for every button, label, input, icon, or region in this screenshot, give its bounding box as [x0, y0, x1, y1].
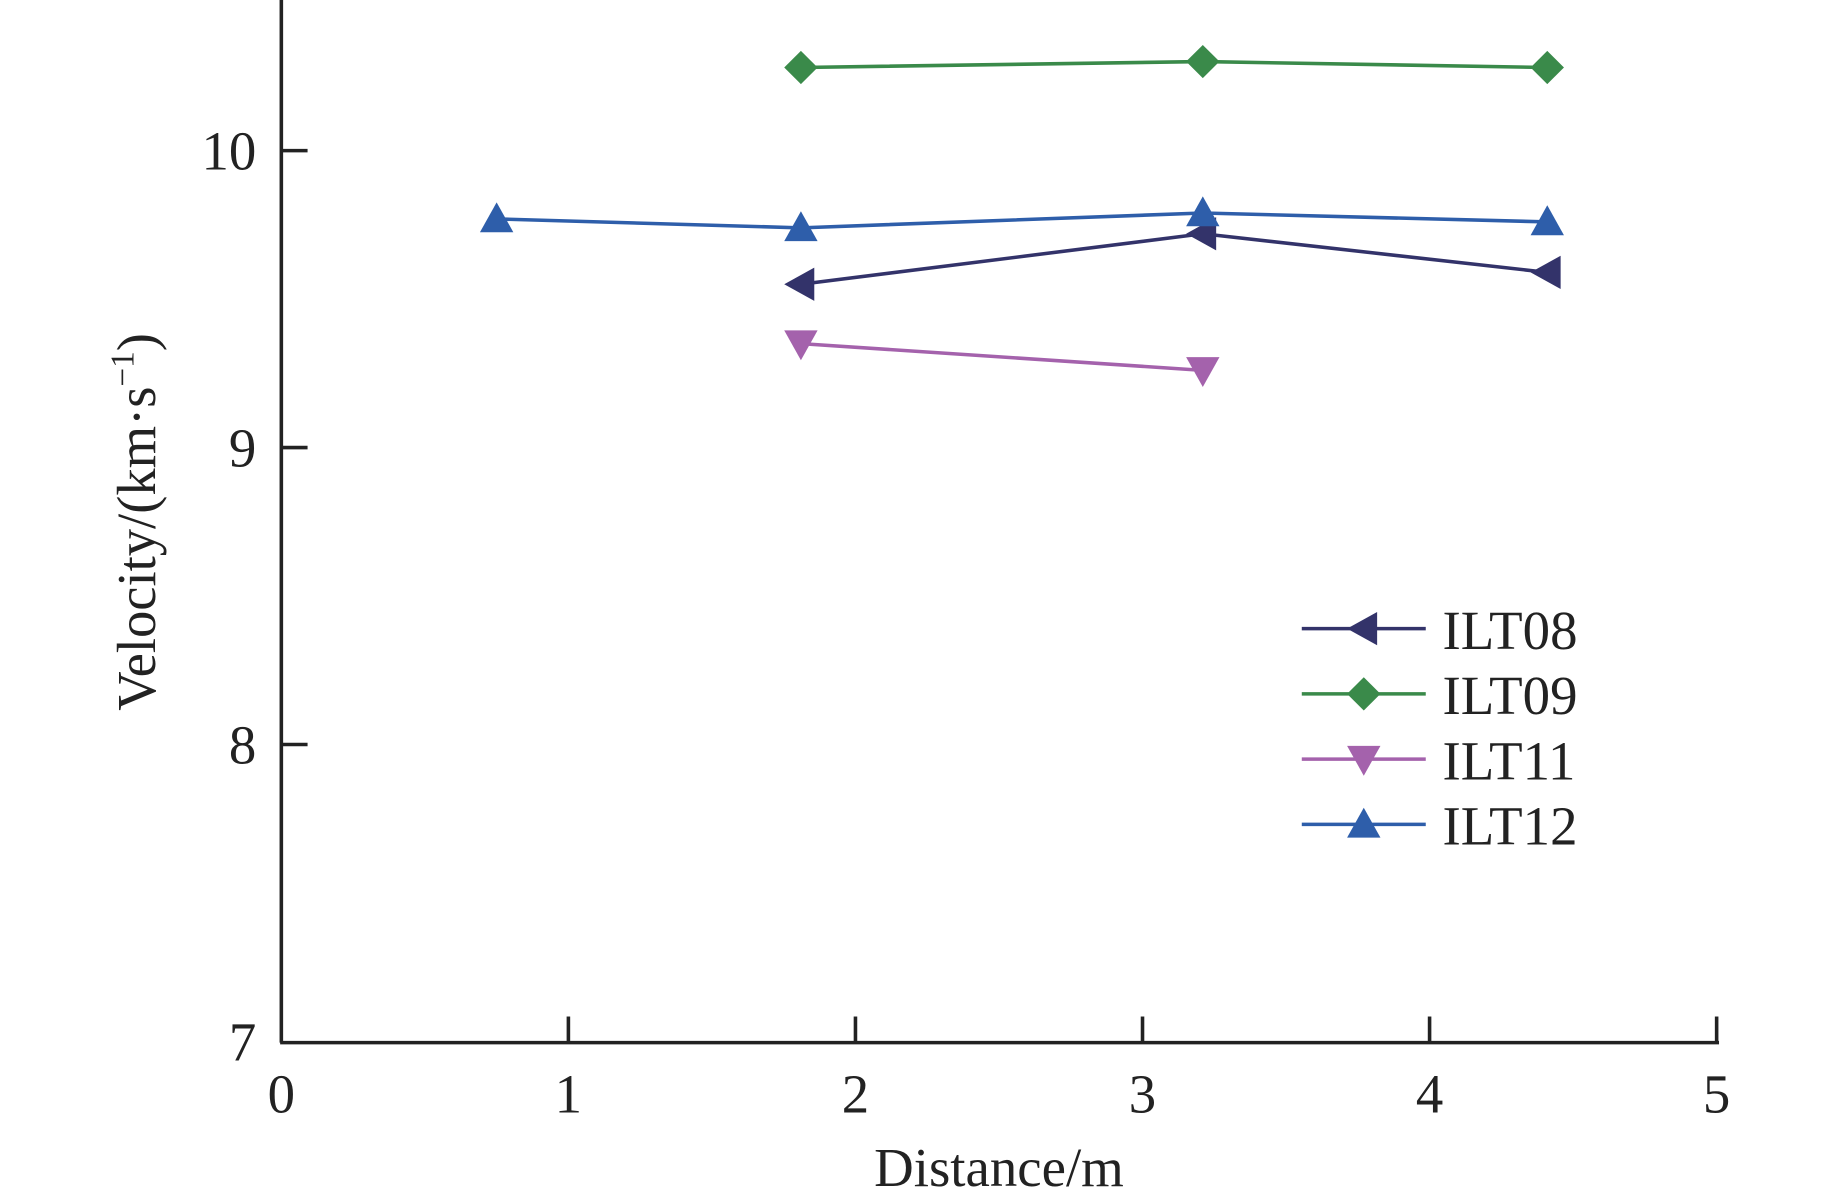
- legend-item: ILT08: [1301, 600, 1577, 661]
- triangle-down-marker: [784, 330, 818, 361]
- y-tick-label: 8: [229, 715, 256, 776]
- legend-label: ILT11: [1442, 730, 1575, 791]
- legend-label: ILT08: [1442, 600, 1577, 661]
- diamond-marker: [784, 50, 818, 85]
- series-ILT12: [479, 196, 1564, 242]
- diamond-marker: [1347, 677, 1381, 711]
- triangle-left-marker: [1347, 612, 1378, 646]
- y-axis-label: Velocity/(km·s−1): [104, 333, 167, 711]
- axes: [279, 0, 1720, 1045]
- y-tick-label: 9: [229, 418, 256, 479]
- diamond-marker: [1530, 50, 1564, 85]
- triangle-up-marker: [1186, 196, 1220, 227]
- series-line: [800, 341, 1203, 373]
- y-tick-label: 7: [229, 1012, 256, 1073]
- x-axis-label: Distance/m: [874, 1137, 1124, 1198]
- triangle-up-marker: [1347, 807, 1381, 838]
- legend-label: ILT09: [1442, 665, 1577, 726]
- triangle-up-marker: [784, 211, 818, 242]
- legend-item: ILT12: [1301, 796, 1577, 857]
- series-ILT09: [784, 44, 1564, 85]
- triangle-left-marker: [1530, 255, 1561, 289]
- y-tick-label: 10: [201, 121, 256, 182]
- x-tick-label: 2: [842, 1064, 869, 1125]
- triangle-down-marker: [1347, 745, 1381, 776]
- triangle-down-marker: [1186, 357, 1220, 387]
- triangle-left-marker: [784, 267, 815, 301]
- legend-item: ILT11: [1301, 730, 1575, 791]
- triangle-up-marker: [479, 202, 514, 233]
- x-tick-label: 5: [1703, 1064, 1730, 1125]
- legend-item: ILT09: [1301, 665, 1577, 726]
- x-tick-label: 3: [1129, 1064, 1156, 1125]
- series-ILT08: [784, 217, 1561, 301]
- series-line: [800, 59, 1548, 70]
- series-ILT11: [784, 330, 1220, 387]
- series-line: [496, 211, 1548, 230]
- series-line: [800, 231, 1548, 287]
- x-tick-label: 1: [555, 1064, 582, 1125]
- diamond-marker: [1186, 44, 1220, 79]
- x-tick-label: 0: [268, 1064, 295, 1125]
- triangle-up-marker: [1530, 205, 1564, 236]
- legend-label: ILT12: [1442, 796, 1577, 857]
- x-tick-label: 4: [1416, 1064, 1443, 1125]
